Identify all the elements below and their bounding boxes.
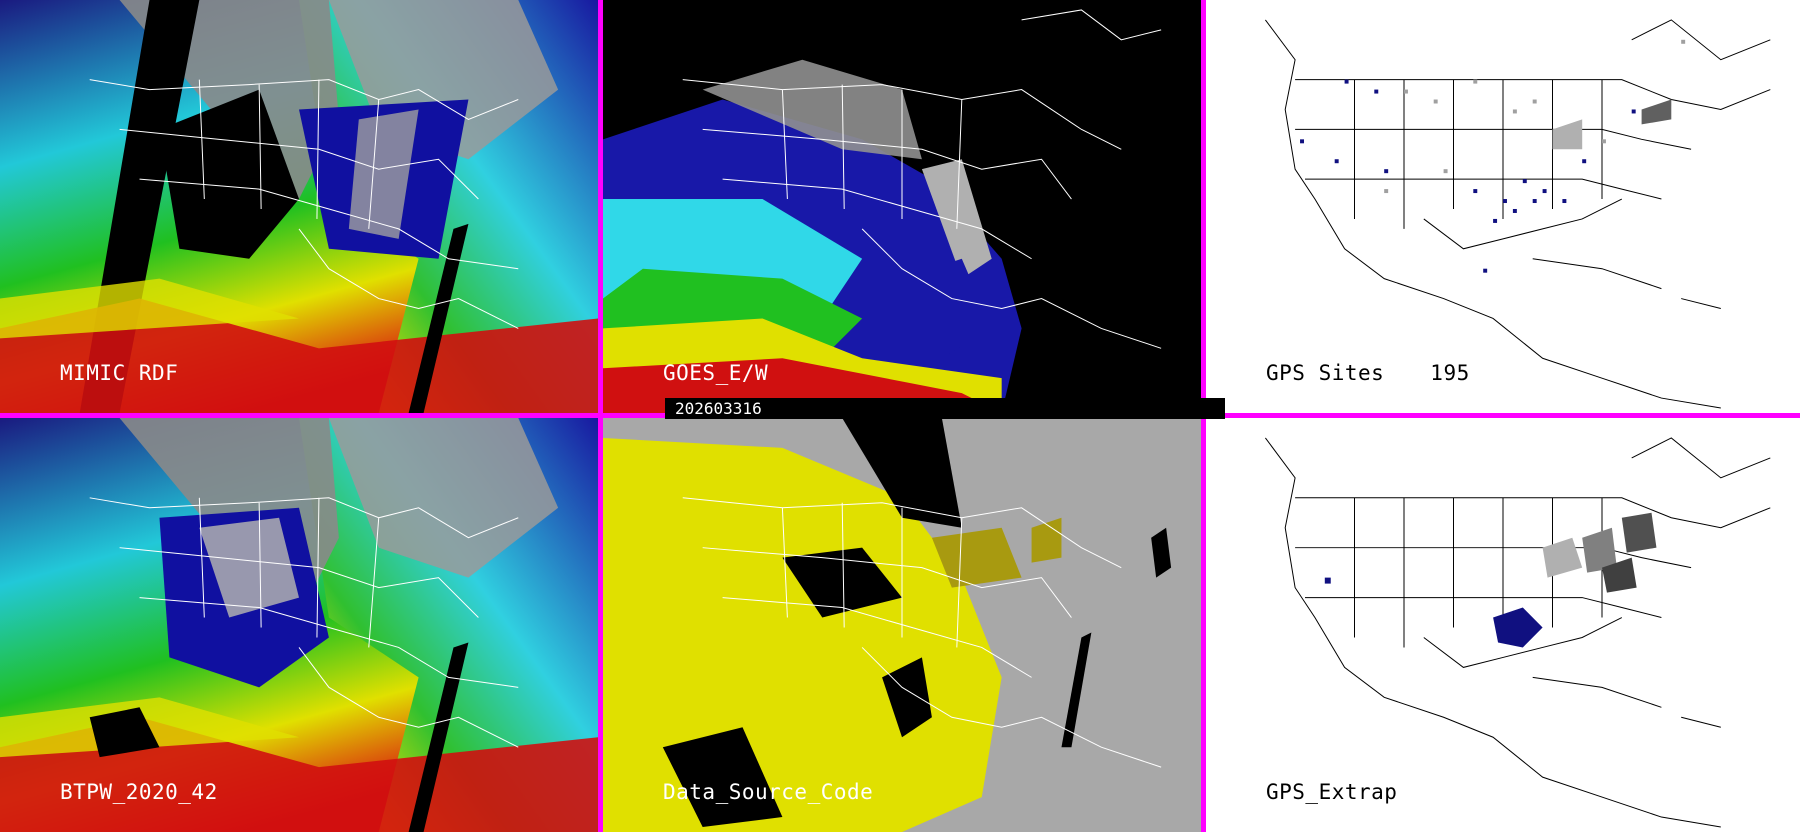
gps-sites-label: GPS Sites (1266, 361, 1385, 385)
panel-label: GPS Sites 195 (1266, 361, 1470, 385)
tpw-map-btpw (0, 418, 598, 832)
panel-label: GOES_E/W (663, 361, 769, 385)
gps-sites-count: 195 (1430, 361, 1470, 385)
panel-label: Data_Source_Code (663, 780, 874, 804)
data-source-map (603, 418, 1201, 832)
tpw-map-mimic (0, 0, 598, 413)
panel-gps-sites: GPS Sites 195 (1206, 0, 1800, 413)
timestamp-bar: 202603316 (665, 398, 1225, 419)
gps-extrap-map (1206, 418, 1800, 832)
panel-gps-extrap: GPS_Extrap (1206, 418, 1800, 832)
panel-label: MIMIC RDF (60, 361, 179, 385)
panel-label: GPS_Extrap (1266, 780, 1398, 804)
panel-goes: GOES_E/W (603, 0, 1201, 413)
gps-sites-map (1206, 0, 1800, 413)
panel-label: BTPW_2020_42 (60, 780, 218, 804)
panel-btpw: BTPW_2020_42 (0, 418, 598, 832)
panel-mimic-rdf: MIMIC RDF (0, 0, 598, 413)
panel-data-source-code: Data_Source_Code (603, 418, 1201, 832)
tpw-map-goes (603, 0, 1201, 413)
